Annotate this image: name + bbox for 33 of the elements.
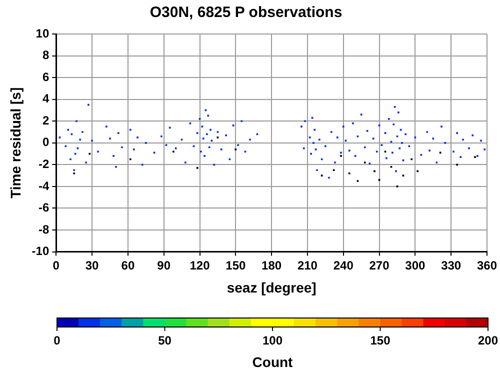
color-bar-label: 150 — [370, 333, 391, 348]
x-axis-title: seaz [degree] — [226, 279, 316, 296]
y-tick-label: 8 — [42, 48, 50, 62]
y-tick-label: -10 — [32, 244, 50, 258]
y-tick-label: 4 — [42, 92, 50, 106]
y-tick-label: -2 — [38, 156, 50, 171]
x-tick-label: 30 — [85, 258, 100, 272]
x-tick-label: 360 — [476, 258, 498, 272]
y-tick-label: -6 — [38, 200, 50, 215]
x-tick-label: 0 — [52, 258, 60, 272]
color-bar-title: Count — [252, 354, 294, 370]
x-tick-label: 180 — [262, 258, 282, 272]
x-tick-label: 330 — [441, 258, 462, 272]
x-tick-label: 90 — [157, 258, 171, 272]
x-tick-label: 240 — [333, 258, 354, 272]
y-tick-label: 10 — [36, 26, 50, 40]
color-bar-label: 50 — [158, 333, 172, 348]
y-tick-label: 6 — [42, 70, 50, 84]
x-tick-label: 210 — [297, 258, 318, 272]
y-tick-label: 0 — [42, 135, 50, 150]
x-tick-label: 60 — [121, 258, 135, 272]
color-bar-label: 0 — [54, 333, 61, 348]
x-tick-label: 120 — [190, 258, 210, 272]
y-tick-label: -8 — [38, 222, 50, 236]
chart-title: O30N, 6825 P observations — [150, 4, 342, 22]
color-bar-label: 100 — [262, 333, 283, 348]
x-tick-label: 150 — [226, 258, 246, 272]
x-tick-label: 270 — [369, 258, 390, 272]
color-bar-label: 200 — [478, 333, 498, 348]
x-tick-label: 300 — [405, 258, 426, 272]
y-axis-title: Time residual [s] — [7, 87, 24, 198]
y-tick-label: -4 — [38, 178, 50, 193]
y-tick-label: 2 — [42, 113, 50, 128]
